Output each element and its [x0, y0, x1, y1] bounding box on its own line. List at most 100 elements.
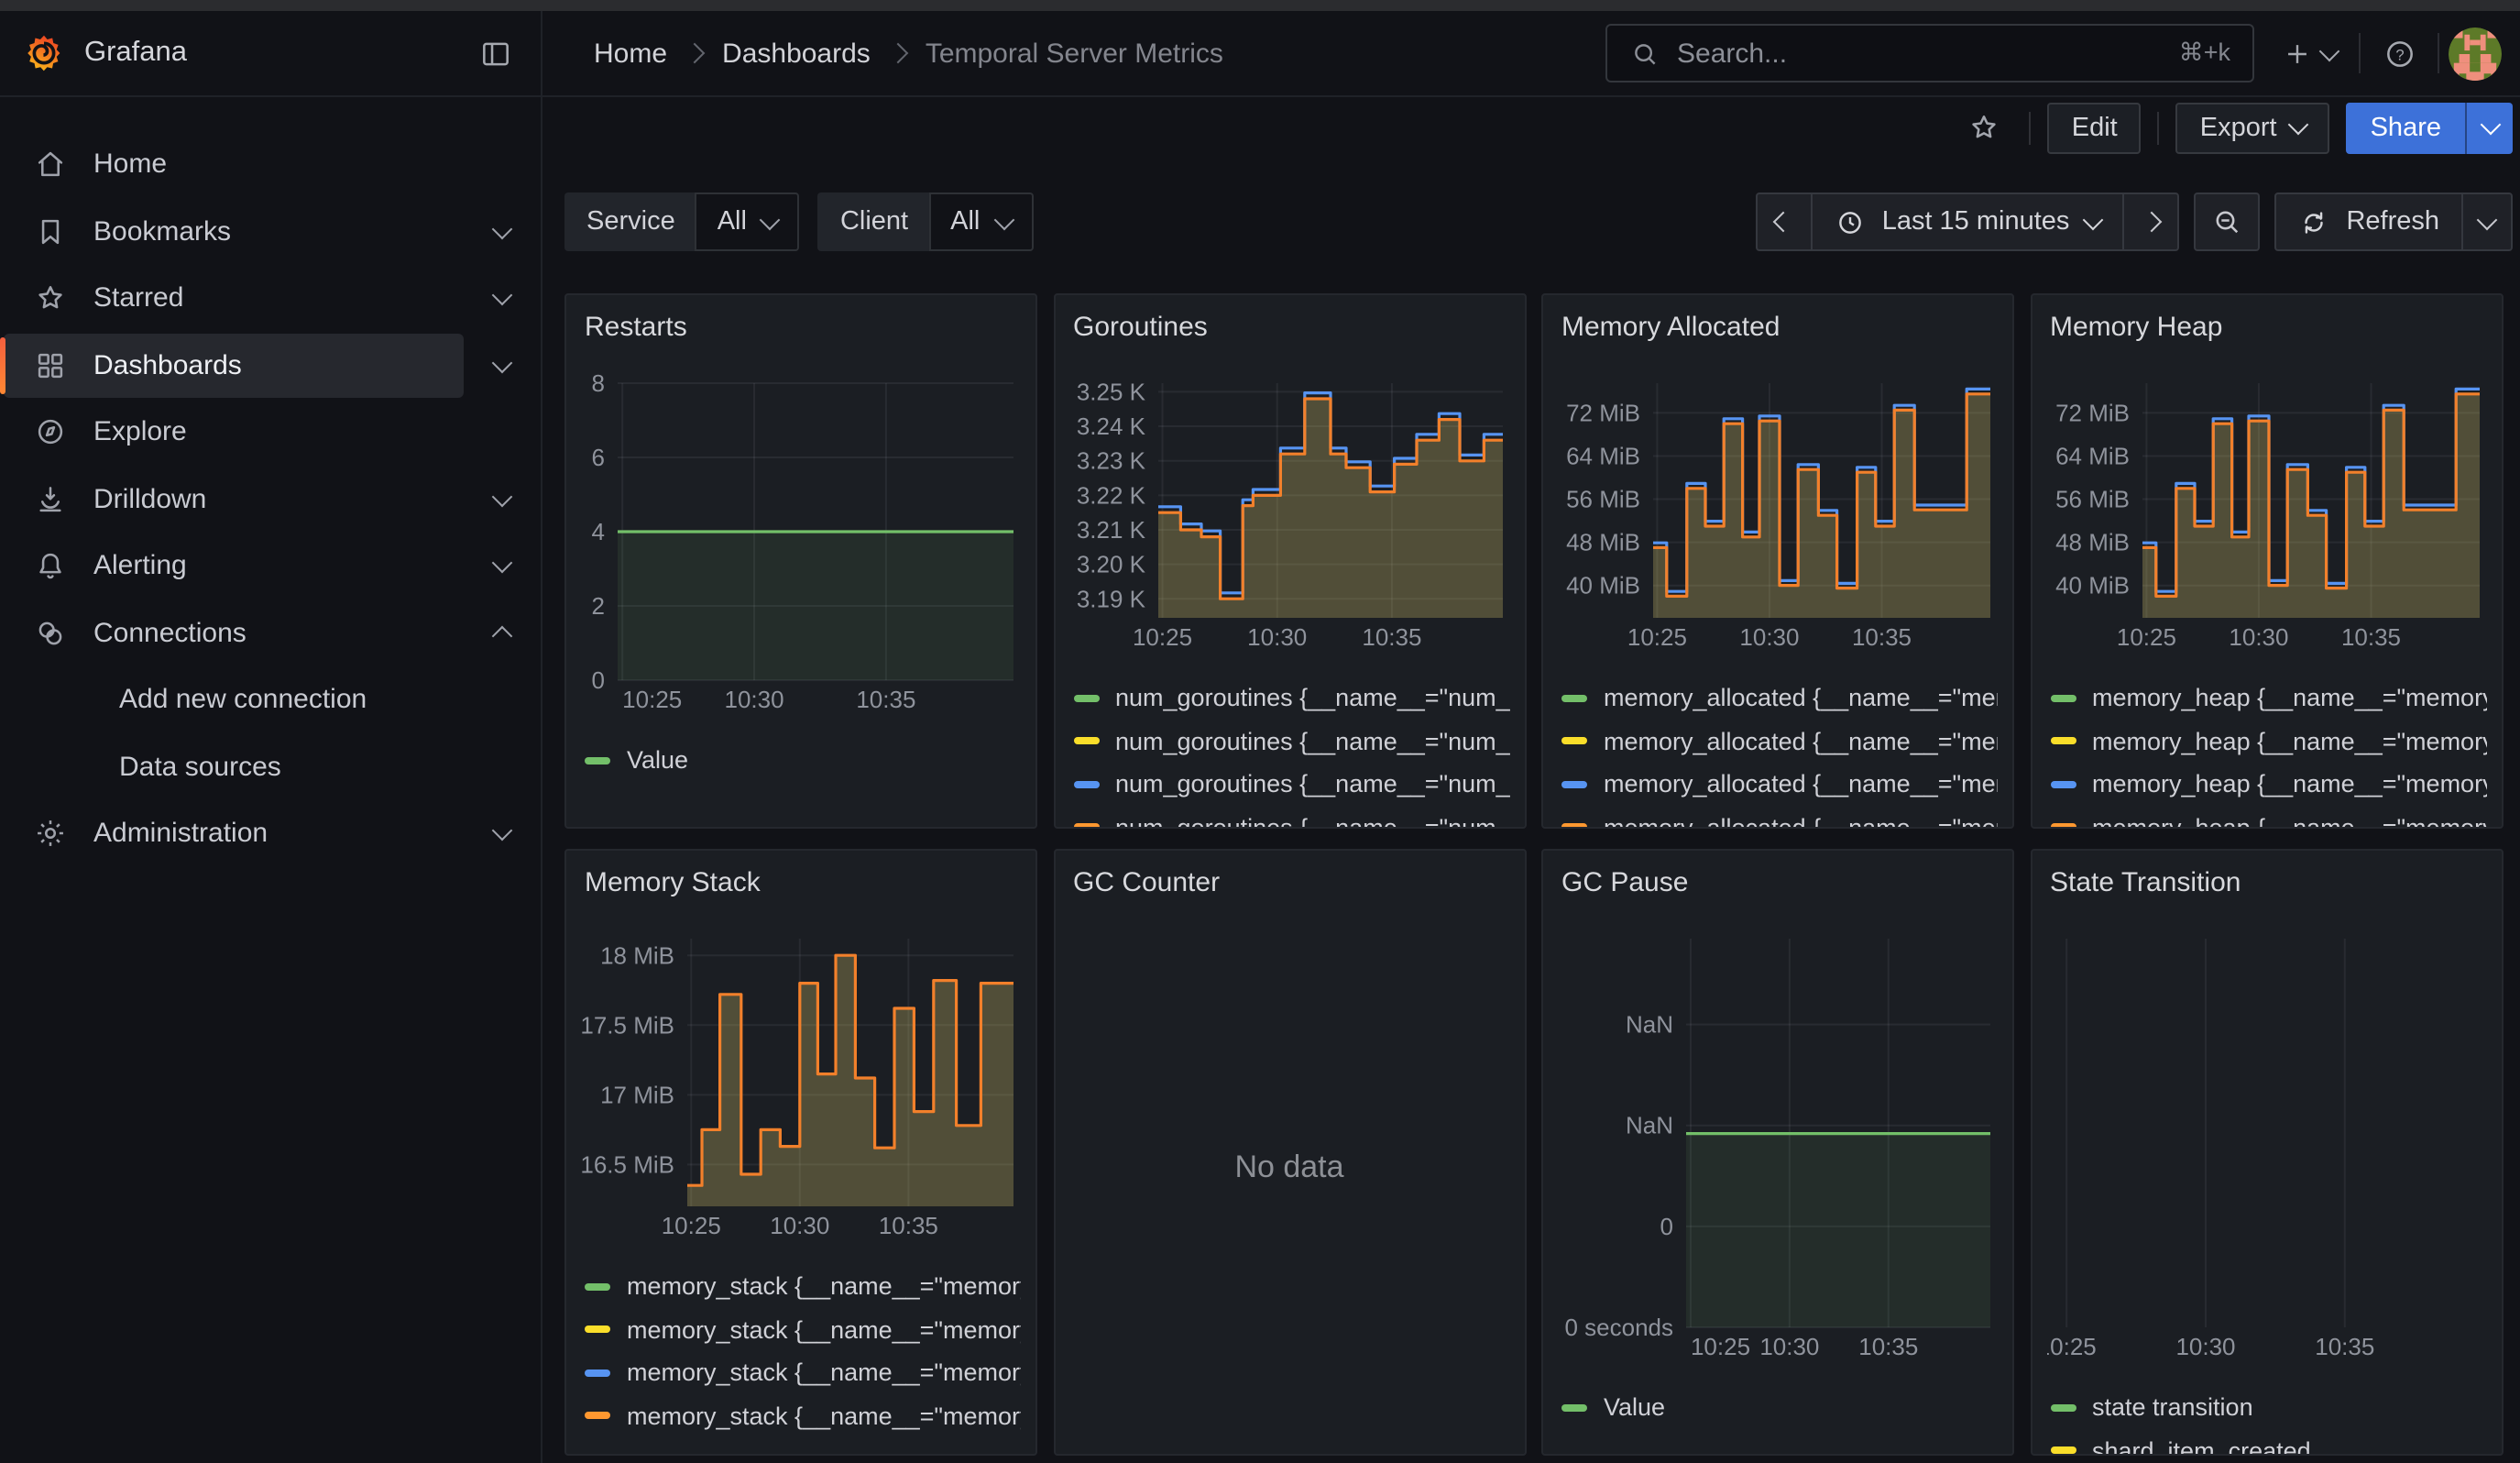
sidebar-item-add-new-connection[interactable]: Add new connection [0, 667, 541, 732]
legend-label[interactable]: num_goroutines {__name__="num_go [1115, 685, 1509, 712]
legend-item[interactable]: num_goroutines {__name__="num_go [1069, 676, 1509, 720]
chevron-down-icon[interactable] [464, 801, 541, 865]
client-filter[interactable]: Client All [818, 192, 1033, 251]
sidebar-item-administration[interactable]: Administration [0, 801, 541, 865]
add-new-button[interactable] [2269, 24, 2350, 82]
legend-item[interactable]: memory_heap {__name__="memory_h [2046, 676, 2486, 720]
sidebar-item-connections[interactable]: Connections [0, 600, 541, 665]
panel-chart[interactable]: 10:2510:3010:3516.5 MiB17 MiB17.5 MiB18 … [581, 928, 1021, 1243]
service-filter-value[interactable]: All [696, 192, 800, 251]
legend-label[interactable]: state transition [2092, 1394, 2253, 1422]
panel-title[interactable]: Restarts [581, 310, 1021, 346]
legend-label[interactable]: memory_heap {__name__="memory_h [2092, 685, 2486, 712]
avatar[interactable] [2449, 27, 2502, 80]
legend-item[interactable]: memory_stack {__name__="memory_s [581, 1351, 1021, 1394]
time-range-picker[interactable]: Last 15 minutes [1811, 194, 2123, 249]
share-button[interactable]: Share [2347, 102, 2465, 153]
legend-label[interactable]: memory_allocated {__name__="memc [1604, 685, 1998, 712]
time-shift-forward-button[interactable] [2122, 194, 2177, 249]
legend-label[interactable]: memory_stack {__name__="memory_s [627, 1316, 1021, 1344]
legend-label[interactable]: memory_stack {__name__="memory_s [627, 1402, 1021, 1430]
panel-chart[interactable]: No data [1069, 902, 1509, 1432]
chevron-down-icon [993, 209, 1014, 230]
sidebar-item-starred[interactable]: Starred [0, 266, 541, 330]
panel-chart[interactable]: 10:2510:3010:353.19 K3.20 K3.21 K3.22 K3… [1069, 372, 1509, 654]
legend-label[interactable]: Value [627, 747, 688, 775]
legend-label[interactable]: memory_allocated {__name__="memc [1604, 728, 1998, 755]
panel-chart[interactable]: 10:2510:3010:3540 MiB48 MiB56 MiB64 MiB7… [1558, 372, 1998, 654]
share-dropdown-button[interactable] [2465, 102, 2513, 153]
help-button[interactable]: ? [2370, 24, 2428, 82]
search-input[interactable]: Search... ⌘+k [1605, 24, 2254, 82]
time-shift-back-button[interactable] [1758, 194, 1811, 249]
legend-item[interactable]: memory_allocated {__name__="memc [1558, 720, 1998, 763]
refresh-interval-dropdown[interactable] [2461, 194, 2511, 249]
sidebar-item-explore[interactable]: Explore [0, 400, 541, 464]
chevron-down-icon[interactable] [464, 266, 541, 330]
legend-label[interactable]: memory_stack {__name__="memory_s [627, 1273, 1021, 1301]
legend-item[interactable]: shard_item_created [2046, 1429, 2486, 1456]
chevron-down-icon[interactable] [464, 534, 541, 598]
chevron-down-icon[interactable] [464, 467, 541, 531]
legend-label[interactable]: memory_allocated {__name__="memc [1604, 814, 1998, 830]
panel-title[interactable]: State Transition [2046, 865, 2486, 902]
legend-swatch [585, 1370, 610, 1377]
legend-item[interactable]: memory_allocated {__name__="memc [1558, 806, 1998, 829]
legend-item[interactable]: memory_stack {__name__="memory_s [581, 1308, 1021, 1351]
breadcrumb-dashboards[interactable]: Dashboards [722, 38, 871, 69]
legend-label[interactable]: memory_heap {__name__="memory_h [2092, 814, 2486, 830]
chevron-down-icon[interactable] [464, 199, 541, 263]
export-button[interactable]: Export [2176, 102, 2330, 153]
legend-item[interactable]: memory_allocated {__name__="memc [1558, 763, 1998, 806]
legend-item[interactable]: num_goroutines {__name__="num_go [1069, 763, 1509, 806]
grafana-logo-icon[interactable] [24, 33, 64, 73]
panel-title[interactable]: Goroutines [1069, 310, 1509, 346]
legend-label[interactable]: Value [1604, 1394, 1665, 1422]
sidebar-item-data-sources[interactable]: Data sources [0, 734, 541, 798]
edit-button[interactable]: Edit [2048, 102, 2142, 153]
favorite-star-button[interactable] [1955, 98, 2013, 157]
legend-label[interactable]: shard_item_created [2092, 1437, 2311, 1457]
legend-item[interactable]: memory_allocated {__name__="memc [1558, 676, 1998, 720]
legend-swatch [2050, 695, 2076, 702]
panel-chart[interactable]: 10:2510:3010:3540 MiB48 MiB56 MiB64 MiB7… [2046, 372, 2486, 654]
legend-label[interactable]: memory_stack {__name__="memory_s [627, 1359, 1021, 1387]
breadcrumb-home[interactable]: Home [594, 38, 667, 69]
legend-label[interactable]: num_goroutines {__name__="num_go [1115, 814, 1509, 830]
sidebar-item-dashboards[interactable]: Dashboards [0, 333, 541, 397]
sidebar-toggle-icon[interactable] [466, 24, 524, 82]
zoom-out-button[interactable] [2196, 194, 2258, 249]
legend-item[interactable]: Value [1558, 1386, 1998, 1429]
panel-chart[interactable]: 10:2510:3010:35 [2046, 928, 2486, 1364]
sidebar-item-alerting[interactable]: Alerting [0, 534, 541, 598]
panel-title[interactable]: GC Pause [1558, 865, 1998, 902]
legend-item[interactable]: memory_stack {__name__="memory_s [581, 1394, 1021, 1437]
panel-title[interactable]: Memory Allocated [1558, 310, 1998, 346]
legend-label[interactable]: memory_allocated {__name__="memc [1604, 771, 1998, 798]
service-filter[interactable]: Service All [564, 192, 800, 251]
chevron-down-icon[interactable] [464, 333, 541, 397]
legend-label[interactable]: num_goroutines {__name__="num_go [1115, 771, 1509, 798]
client-filter-value[interactable]: All [928, 192, 1033, 251]
panel-title[interactable]: Memory Stack [581, 865, 1021, 902]
legend-item[interactable]: memory_heap {__name__="memory_h [2046, 763, 2486, 806]
sidebar-item-drilldown[interactable]: Drilldown [0, 467, 541, 531]
sidebar-item-bookmarks[interactable]: Bookmarks [0, 199, 541, 263]
legend-item[interactable]: memory_heap {__name__="memory_h [2046, 806, 2486, 829]
legend-item[interactable]: state transition [2046, 1386, 2486, 1429]
legend-label[interactable]: memory_heap {__name__="memory_h [2092, 771, 2486, 798]
legend-item[interactable]: memory_stack {__name__="memory_s [581, 1265, 1021, 1308]
legend-label[interactable]: num_goroutines {__name__="num_go [1115, 728, 1509, 755]
legend-item[interactable]: memory_heap {__name__="memory_h [2046, 720, 2486, 763]
panel-title[interactable]: Memory Heap [2046, 310, 2486, 346]
panel-title[interactable]: GC Counter [1069, 865, 1509, 902]
legend-label[interactable]: memory_heap {__name__="memory_h [2092, 728, 2486, 755]
legend-item[interactable]: num_goroutines {__name__="num_go [1069, 720, 1509, 763]
legend-item[interactable]: Value [581, 739, 1021, 782]
panel-chart[interactable]: 10:2510:3010:3502468 [581, 372, 1021, 717]
refresh-button[interactable]: Refresh [2276, 194, 2461, 249]
chevron-up-icon[interactable] [464, 600, 541, 665]
legend-item[interactable]: num_goroutines {__name__="num_go [1069, 806, 1509, 829]
sidebar-item-home[interactable]: Home [0, 132, 541, 196]
panel-chart[interactable]: 10:2510:3010:350 seconds0NaNNaN [1558, 928, 1998, 1364]
